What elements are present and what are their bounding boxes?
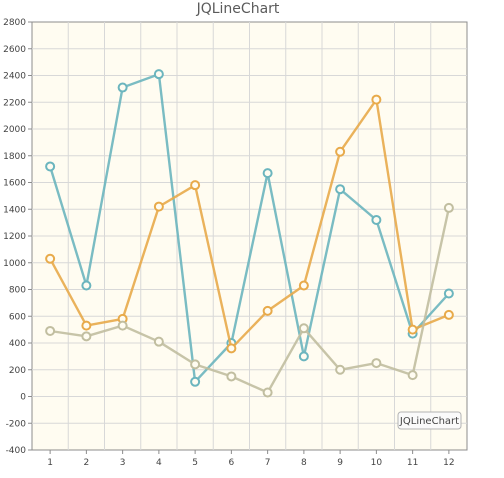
legend-box (397, 411, 462, 430)
series-1-point[interactable] (443, 288, 454, 299)
series-3-point[interactable] (262, 387, 273, 398)
series-3-point[interactable] (226, 371, 237, 382)
series-3-point[interactable] (117, 320, 128, 331)
series-1-point[interactable] (117, 82, 128, 93)
series-1-point[interactable] (190, 376, 201, 387)
series-2-point[interactable] (190, 180, 201, 191)
y-tick-label: 0 (20, 393, 26, 403)
series-3-point[interactable] (190, 359, 201, 370)
y-tick-label: 1600 (3, 179, 26, 189)
y-tick-label: 1400 (3, 205, 26, 215)
series-1-point[interactable] (81, 280, 92, 291)
series-2-point[interactable] (81, 320, 92, 331)
series-3-point[interactable] (153, 336, 164, 347)
legend[interactable]: JQLineChart (397, 411, 462, 430)
series-1-point[interactable] (371, 214, 382, 225)
series-3-point[interactable] (298, 323, 309, 334)
x-tick-label: 8 (301, 458, 307, 468)
x-tick-label: 6 (229, 458, 235, 468)
y-tick-label: -200 (6, 419, 27, 429)
series-3-point[interactable] (443, 202, 454, 213)
x-axis-ticks: 1 2 3 4 5 6 7 8 9 10 11 12 (47, 450, 455, 468)
series-2-point[interactable] (371, 94, 382, 105)
y-tick-label: 400 (9, 339, 26, 349)
series-2-point[interactable] (262, 305, 273, 316)
series-1-point[interactable] (45, 161, 56, 172)
series-3-point[interactable] (81, 331, 92, 342)
x-tick-label: 1 (47, 458, 53, 468)
y-tick-label: 2000 (3, 125, 26, 135)
series-2-point[interactable] (153, 201, 164, 212)
series-3-point[interactable] (45, 325, 56, 336)
y-tick-label: 1800 (3, 152, 26, 162)
y-tick-label: 2400 (3, 72, 26, 82)
legend-label: JQLineChart (399, 416, 459, 427)
series-2-point[interactable] (407, 324, 418, 335)
series-2-point[interactable] (335, 146, 346, 157)
x-tick-label: 2 (84, 458, 90, 468)
x-tick-label: 12 (443, 458, 454, 468)
y-tick-label: 1200 (3, 232, 26, 242)
x-tick-label: 11 (407, 458, 418, 468)
x-tick-label: 5 (192, 458, 198, 468)
y-tick-label: 800 (9, 286, 26, 296)
chart-title: JQLineChart (196, 1, 280, 17)
y-axis-ticks: -400 -200 0 200 400 600 800 1000 1200 1400 1600 180… (3, 18, 32, 456)
series-3-point[interactable] (371, 358, 382, 369)
y-tick-label: -400 (6, 446, 27, 456)
series-2-point[interactable] (226, 343, 237, 354)
y-tick-label: 200 (9, 366, 26, 376)
series-1-point[interactable] (298, 351, 309, 362)
series-1-point[interactable] (153, 69, 164, 80)
x-tick-label: 10 (371, 458, 383, 468)
x-tick-label: 3 (120, 458, 126, 468)
series-line-1 (48, 72, 450, 383)
series-2-point[interactable] (298, 280, 309, 291)
y-tick-label: 600 (9, 312, 26, 322)
series-line-3 (49, 207, 451, 394)
y-tick-label: 2600 (3, 45, 26, 55)
series-1-point[interactable] (335, 184, 346, 195)
series-lines (45, 69, 454, 398)
series-2-point[interactable] (443, 309, 454, 320)
x-tick-label: 7 (265, 458, 271, 468)
series-2-point[interactable] (45, 253, 56, 264)
x-tick-label: 9 (337, 458, 343, 468)
series-1-point[interactable] (262, 168, 273, 179)
y-tick-label: 2200 (3, 98, 26, 108)
series-3-point[interactable] (335, 364, 346, 375)
y-tick-label: 1000 (3, 259, 26, 269)
series-line-2 (49, 98, 450, 350)
y-tick-label: 2800 (3, 18, 26, 28)
series-3-point[interactable] (407, 370, 418, 381)
x-tick-label: 4 (156, 458, 162, 468)
